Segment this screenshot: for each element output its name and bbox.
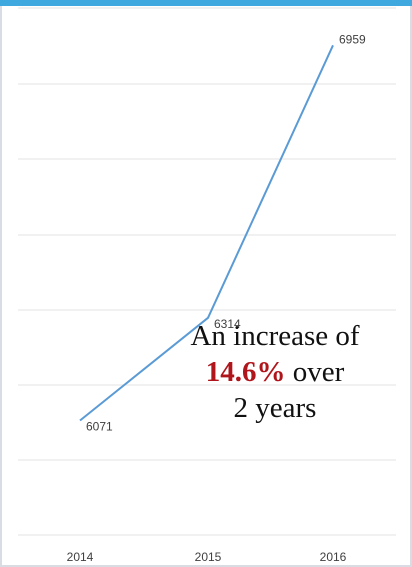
series-layer (79, 44, 334, 422)
data-label-2015: 6314 (214, 317, 241, 331)
x-tick-2015: 2015 (195, 550, 222, 564)
x-axis-ticks: 2014 2015 2016 (67, 550, 347, 564)
increase-annotation: An increase of 14.6% over 2 years (160, 318, 390, 426)
top-accent-bar (0, 0, 412, 6)
increase-percent: 14.6% (205, 356, 286, 388)
x-tick-2016: 2016 (320, 550, 347, 564)
annotation-line-2: 14.6% over (160, 354, 390, 390)
annotation-over: over (285, 356, 345, 388)
gridlines (18, 7, 396, 536)
annotation-line-1: An increase of (190, 320, 360, 352)
x-tick-2014: 2014 (67, 550, 94, 564)
annotation-line-3: 2 years (233, 392, 317, 424)
series-line (79, 44, 334, 422)
data-label-2014: 6071 (86, 420, 113, 434)
data-label-2016: 6959 (339, 32, 366, 46)
data-labels: 6071 6314 6959 (86, 32, 366, 433)
